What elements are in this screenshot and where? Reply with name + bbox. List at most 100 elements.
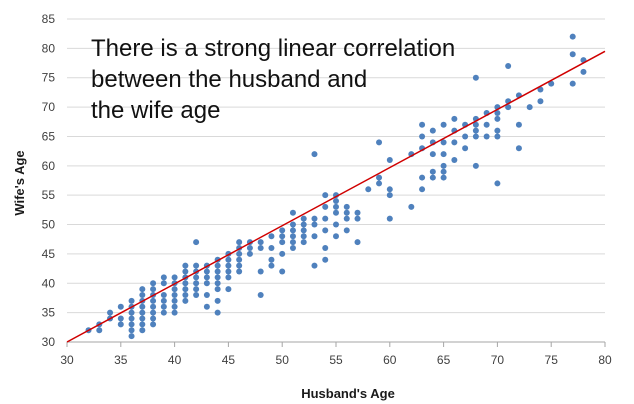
data-point — [225, 274, 232, 281]
data-point — [214, 286, 221, 293]
data-point — [171, 292, 178, 299]
data-point — [333, 198, 339, 205]
data-point — [236, 262, 243, 269]
data-point — [472, 162, 479, 169]
y-tick-label: 85 — [42, 12, 56, 26]
data-point — [472, 74, 479, 81]
data-point — [333, 209, 339, 216]
x-tick-label: 55 — [329, 353, 343, 367]
data-point — [193, 292, 200, 299]
data-point — [408, 203, 415, 210]
data-point — [386, 215, 393, 222]
data-point — [333, 233, 339, 240]
data-point — [376, 174, 383, 181]
data-point — [386, 186, 393, 193]
data-point — [526, 104, 533, 111]
data-point — [182, 280, 189, 287]
data-point — [569, 80, 576, 87]
data-point — [257, 239, 264, 246]
data-point — [311, 215, 318, 222]
data-point — [494, 133, 501, 140]
data-point — [440, 174, 447, 181]
data-point — [537, 98, 544, 105]
data-point — [214, 297, 221, 304]
data-point — [182, 262, 189, 269]
y-tick-label: 55 — [42, 188, 56, 202]
data-point — [214, 280, 221, 287]
data-point — [257, 292, 264, 299]
data-point — [128, 315, 135, 322]
data-point — [333, 203, 339, 210]
data-point — [171, 303, 178, 310]
data-point — [483, 121, 490, 128]
data-point — [279, 227, 286, 234]
data-point — [322, 227, 329, 234]
data-point — [182, 297, 189, 304]
data-point — [376, 139, 383, 146]
data-point — [289, 239, 296, 246]
data-point — [214, 262, 221, 269]
data-point — [494, 115, 501, 122]
data-point — [160, 297, 167, 304]
data-point — [289, 209, 296, 216]
data-point — [322, 192, 329, 199]
data-point — [386, 156, 393, 163]
data-point — [537, 86, 544, 93]
data-point — [354, 209, 361, 216]
data-point — [569, 33, 576, 40]
data-point — [268, 245, 275, 252]
data-point — [257, 245, 264, 252]
data-point — [300, 239, 307, 246]
data-point — [150, 309, 157, 316]
data-point — [193, 262, 200, 269]
data-point — [182, 292, 189, 299]
data-point — [139, 315, 146, 322]
y-tick-label: 35 — [42, 306, 56, 320]
data-point — [139, 286, 146, 293]
data-point — [569, 51, 576, 58]
y-tick-label: 70 — [42, 100, 56, 114]
data-point — [580, 68, 587, 75]
data-point — [225, 256, 232, 263]
data-point — [150, 297, 157, 304]
data-point — [440, 139, 447, 146]
data-point — [451, 139, 458, 146]
data-point — [440, 162, 447, 169]
data-point — [139, 327, 146, 334]
data-point — [193, 286, 200, 293]
data-point — [246, 245, 253, 252]
data-point — [354, 215, 361, 222]
data-point — [505, 104, 512, 111]
data-point — [96, 327, 103, 334]
data-point — [150, 321, 157, 328]
data-point — [289, 233, 296, 240]
axes — [66, 341, 606, 347]
y-tick-label: 40 — [42, 276, 56, 290]
x-tick-label: 65 — [437, 353, 451, 367]
data-point — [128, 309, 135, 316]
data-point — [160, 280, 167, 287]
trendline-group — [66, 50, 606, 343]
data-point — [203, 303, 210, 310]
data-point — [472, 133, 479, 140]
y-tick-label: 45 — [42, 247, 56, 261]
data-point — [236, 239, 243, 246]
data-point — [128, 321, 135, 328]
data-point — [128, 333, 135, 340]
data-point — [289, 221, 296, 228]
data-point — [150, 315, 157, 322]
data-point — [462, 133, 469, 140]
data-point — [193, 274, 200, 281]
data-point — [322, 215, 329, 222]
x-tick-label: 75 — [545, 353, 559, 367]
annotation-line: There is a strong linear correlation — [91, 35, 456, 62]
data-point — [451, 156, 458, 163]
data-point — [494, 109, 501, 116]
data-point — [160, 309, 167, 316]
data-point — [300, 215, 307, 222]
data-point — [472, 127, 479, 134]
data-point — [268, 256, 275, 263]
data-point — [193, 239, 200, 246]
data-point — [419, 121, 426, 128]
data-point — [117, 321, 124, 328]
